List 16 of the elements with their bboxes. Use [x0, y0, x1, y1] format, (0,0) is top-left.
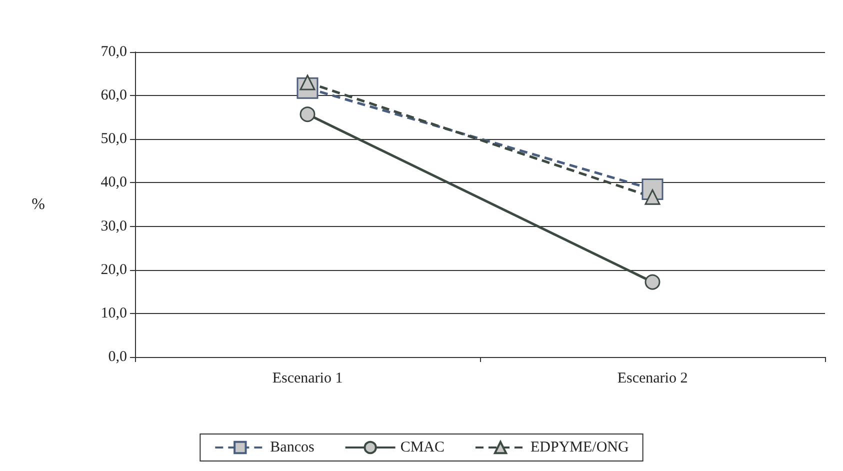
y-tick-label: 20,0 — [100, 262, 127, 278]
point — [644, 274, 660, 290]
point — [300, 106, 316, 122]
y-tick-label: 0,0 — [108, 349, 127, 365]
legend-label: CMAC — [400, 440, 445, 456]
y-tick-label: 30,0 — [100, 218, 127, 234]
y-tick-label: 50,0 — [100, 131, 127, 148]
legend-label: Bancos — [270, 440, 314, 456]
legend-label: EDPYME/ONG — [530, 440, 630, 456]
y-tick-label: 60,0 — [100, 88, 127, 104]
y-tick-label: 40,0 — [100, 174, 127, 191]
x-tick-label: Escenario 1 — [272, 370, 343, 386]
y-axis-title: % — [32, 196, 45, 213]
y-tick-label: 10,0 — [100, 305, 127, 322]
y-tick-label: 70,0 — [100, 44, 127, 60]
x-tick-label: Escenario 2 — [617, 370, 688, 386]
